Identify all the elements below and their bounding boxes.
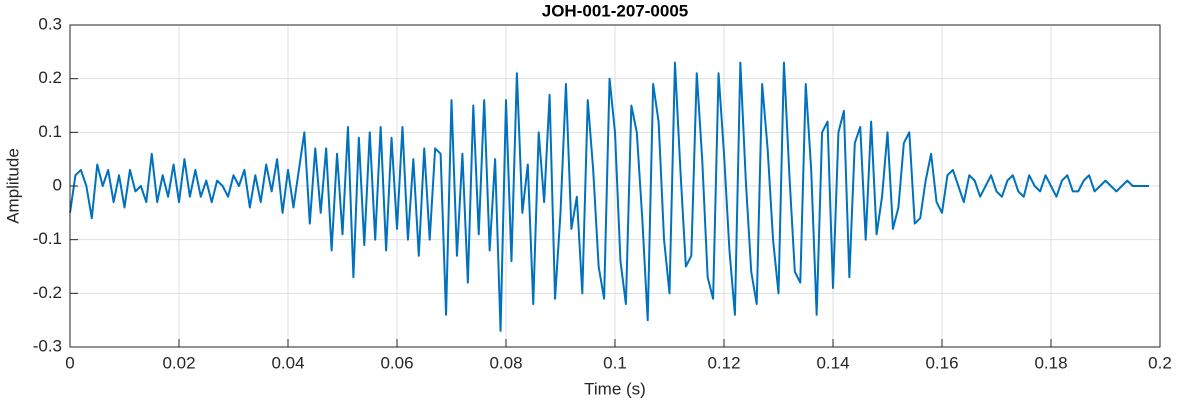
y-tick-label: -0.3 [33,336,62,355]
x-tick-label: 0 [65,353,74,372]
x-axis-label: Time (s) [584,379,646,398]
x-tick-label: 0.16 [925,353,958,372]
x-tick-label: 0.04 [271,353,304,372]
chart-title: JOH-001-207-0005 [542,1,688,20]
y-tick-label: -0.2 [33,283,62,302]
x-tick-label: 0.06 [380,353,413,372]
x-tick-label: 0.18 [1034,353,1067,372]
y-axis-label: Amplitude [3,148,22,224]
y-tick-label: 0.3 [38,14,62,33]
x-tick-label: 0.2 [1148,353,1172,372]
x-tick-label: 0.12 [707,353,740,372]
y-tick-label: 0.2 [38,68,62,87]
y-tick-label: 0.1 [38,122,62,141]
x-tick-label: 0.08 [489,353,522,372]
x-tick-label: 0.1 [603,353,627,372]
x-tick-label: 0.14 [816,353,849,372]
x-tick-label: 0.02 [162,353,195,372]
plot [69,61,1150,332]
y-tick-label: 0 [53,175,62,194]
y-tick-label: -0.1 [33,229,62,248]
waveform-line [69,61,1150,332]
